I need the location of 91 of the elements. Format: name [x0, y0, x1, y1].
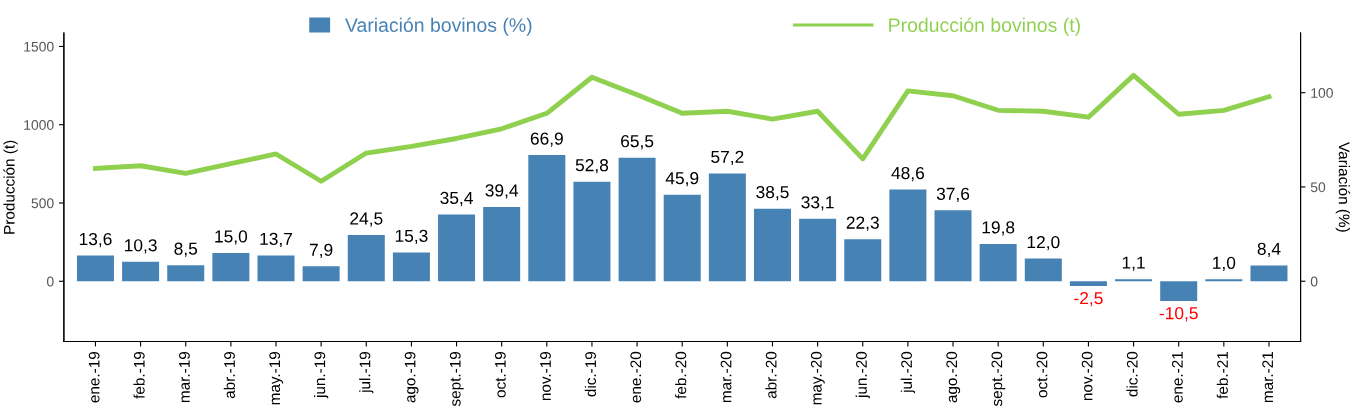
x-tick-label: may.-19: [269, 351, 284, 405]
bar: [1069, 281, 1107, 286]
data-label: 13,7: [260, 232, 293, 248]
bar: [708, 173, 746, 282]
x-tick-label: mar.-19: [179, 351, 190, 403]
x-tick-label: ene.-21: [1171, 352, 1183, 403]
bar: [663, 194, 701, 282]
bar: [347, 235, 385, 282]
data-label: 1,1: [1122, 256, 1145, 271]
bar: [392, 252, 430, 282]
x-tick-label: sept.-19: [449, 351, 464, 407]
data-label: 8,4: [1257, 242, 1281, 258]
bar: [302, 266, 340, 282]
data-label: 52,8: [575, 159, 609, 174]
x-tick-label: oct.-19: [494, 351, 506, 398]
data-label: 15,0: [215, 230, 248, 245]
bar: [753, 208, 791, 282]
bar: [934, 210, 972, 282]
data-label: 10,3: [125, 239, 157, 254]
y-tick-label: 1000: [24, 120, 54, 130]
bar: [167, 265, 205, 282]
data-label: 37,6: [936, 187, 970, 203]
data-label: 45,9: [665, 172, 699, 187]
y-tick-label: 500: [31, 198, 54, 209]
bar: [483, 206, 521, 282]
y-tick-label: 0: [46, 276, 54, 287]
data-label: 24,5: [350, 212, 383, 227]
bar: [122, 261, 160, 282]
x-tick-label: may.-20: [810, 351, 825, 405]
data-label: 35,4: [440, 191, 473, 207]
x-tick-label: dic.-19: [584, 351, 597, 397]
x-tick-label: mar.-21: [1262, 352, 1274, 403]
x-tick-label: jun.-19: [314, 351, 329, 399]
data-label: -2,5: [1074, 291, 1103, 307]
bar: [573, 181, 611, 282]
y2-tick-label: 0: [1310, 276, 1318, 287]
x-tick-label: jun.-20: [855, 351, 870, 399]
data-label: 33,1: [801, 196, 834, 211]
data-label: 1,0: [1213, 256, 1236, 272]
legend-label: Variación bovinos (%): [345, 17, 532, 36]
x-tick-label: ene.-19: [88, 351, 100, 403]
data-label: 39,4: [485, 184, 519, 199]
data-label: 13,6: [79, 232, 112, 248]
data-label: 15,3: [395, 229, 428, 245]
bar: [799, 218, 837, 282]
bar: [979, 243, 1017, 282]
x-tick-label: nov.-19: [540, 351, 551, 401]
y-axis-title: Producción (t): [3, 140, 18, 234]
bar: [76, 255, 114, 282]
y2-tick-label: 100: [1311, 88, 1333, 98]
bar: [889, 189, 927, 282]
bar: [618, 157, 656, 282]
x-tick-label: feb.-21: [1216, 352, 1228, 399]
x-tick-label: feb.-19: [133, 351, 145, 399]
data-label: 65,5: [621, 135, 654, 150]
x-tick-label: abr.-20: [765, 351, 777, 399]
x-tick-label: dic.-20: [1126, 351, 1138, 397]
data-label: 66,9: [530, 132, 563, 147]
data-label: 8,5: [174, 242, 198, 257]
x-tick-label: jul.-19: [359, 351, 374, 394]
x-tick-label: ago.-19: [404, 351, 419, 403]
bar: [1115, 279, 1153, 282]
bar: [1024, 258, 1062, 282]
x-tick-label: sept.-20: [991, 351, 1006, 407]
bar: [212, 252, 250, 282]
x-tick-label: mar.-20: [720, 351, 732, 403]
bar: [844, 239, 882, 282]
data-label: 7,9: [309, 243, 333, 258]
data-label: 19,8: [982, 221, 1015, 236]
x-tick-label: nov.-20: [1081, 351, 1093, 401]
x-tick-label: abr.-19: [223, 351, 235, 399]
legend-label: Producción bovinos (t): [889, 17, 1080, 36]
x-tick-label: ago.-20: [946, 351, 961, 403]
data-label: 57,2: [711, 150, 744, 166]
y2-tick-label: 50: [1310, 182, 1326, 193]
bar: [1160, 281, 1198, 302]
data-label: 48,6: [891, 166, 925, 182]
y-tick-label: 1500: [24, 41, 54, 52]
bar: [257, 255, 295, 282]
bar: [438, 214, 476, 282]
x-tick-label: ene.-20: [630, 351, 642, 403]
data-label: 38,5: [756, 185, 789, 201]
x-tick-label: oct.-20: [1036, 351, 1048, 398]
x-tick-label: feb.-20: [675, 351, 687, 399]
data-label: -10,5: [1159, 307, 1198, 322]
data-label: 12,0: [1027, 235, 1060, 251]
x-tick-label: jul.-20: [900, 351, 916, 394]
data-label: 22,3: [846, 216, 879, 231]
bar: [528, 155, 566, 282]
bar: [1250, 265, 1288, 282]
y2-axis-title: Variación (%): [1335, 142, 1351, 232]
